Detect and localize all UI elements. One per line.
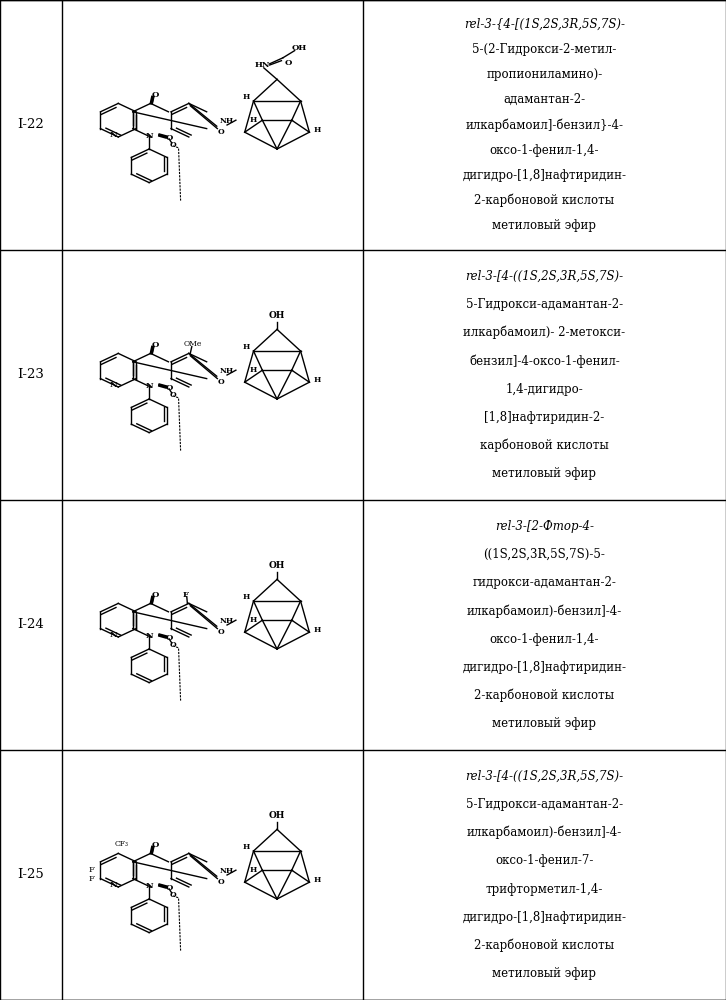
Text: пропиониламино)-: пропиониламино)- <box>486 68 603 81</box>
Text: N: N <box>110 131 118 139</box>
Text: O: O <box>218 128 224 136</box>
Text: метиловый эфир: метиловый эфир <box>492 219 597 232</box>
Text: оксо-1-фенил-1,4-: оксо-1-фенил-1,4- <box>490 144 599 157</box>
Text: N: N <box>145 632 153 640</box>
Text: OH: OH <box>291 44 306 52</box>
Text: CF₃: CF₃ <box>114 840 129 848</box>
Text: rel-3-[4-((1S,2S,3R,5S,7S)-: rel-3-[4-((1S,2S,3R,5S,7S)- <box>465 270 624 283</box>
Text: карбоновой кислоты: карбоновой кислоты <box>480 439 609 452</box>
Text: метиловый эфир: метиловый эфир <box>492 967 597 980</box>
Text: O: O <box>285 59 293 67</box>
Text: 2-карбоновой кислоты: 2-карбоновой кислоты <box>474 939 615 952</box>
Text: N: N <box>110 631 118 639</box>
Text: H: H <box>313 376 320 384</box>
Text: 5-(2-Гидрокси-2-метил-: 5-(2-Гидрокси-2-метил- <box>473 43 616 56</box>
Text: H: H <box>313 876 320 884</box>
Text: оксо-1-фенил-1,4-: оксо-1-фенил-1,4- <box>490 633 599 646</box>
Text: I-22: I-22 <box>17 118 44 131</box>
Text: HN: HN <box>255 61 270 69</box>
Text: N: N <box>145 882 153 890</box>
Text: 5-Гидрокси-адамантан-2-: 5-Гидрокси-адамантан-2- <box>466 798 623 811</box>
Text: F: F <box>89 875 94 883</box>
Text: H: H <box>250 866 257 874</box>
Text: N: N <box>145 132 153 140</box>
Text: O: O <box>169 891 176 899</box>
Text: I-23: I-23 <box>17 368 44 381</box>
Text: I-25: I-25 <box>17 868 44 882</box>
Text: трифторметил-1,4-: трифторметил-1,4- <box>486 883 603 896</box>
Text: гидрокси-адамантан-2-: гидрокси-адамантан-2- <box>473 576 616 589</box>
Text: метиловый эфир: метиловый эфир <box>492 717 597 730</box>
Text: дигидро-[1,8]нафтиридин-: дигидро-[1,8]нафтиридин- <box>462 911 627 924</box>
Text: NH: NH <box>220 617 234 625</box>
Text: H: H <box>242 843 250 851</box>
Text: OMe: OMe <box>184 340 203 348</box>
Text: F: F <box>89 866 94 874</box>
Text: N: N <box>110 381 118 389</box>
Text: rel-3-[2-Фтор-4-: rel-3-[2-Фтор-4- <box>495 520 594 533</box>
Text: N: N <box>110 881 118 889</box>
Text: rel-3-{4-[(1S,2S,3R,5S,7S)-: rel-3-{4-[(1S,2S,3R,5S,7S)- <box>464 18 625 31</box>
Text: илкарбамоил)-бензил]-4-: илкарбамоил)-бензил]-4- <box>467 826 622 839</box>
Text: O: O <box>218 378 224 386</box>
Text: H: H <box>242 343 250 351</box>
Text: 2-карбоновой кислоты: 2-карбоновой кислоты <box>474 194 615 207</box>
Text: метиловый эфир: метиловый эфир <box>492 467 597 480</box>
Text: H: H <box>313 126 320 134</box>
Text: O: O <box>151 341 159 349</box>
Text: NH: NH <box>220 367 234 375</box>
Text: N: N <box>145 382 153 390</box>
Text: H: H <box>250 366 257 374</box>
Text: I-24: I-24 <box>17 618 44 632</box>
Text: дигидро-[1,8]нафтиридин-: дигидро-[1,8]нафтиридин- <box>462 169 627 182</box>
Text: 2-карбоновой кислоты: 2-карбоновой кислоты <box>474 689 615 702</box>
Text: O: O <box>218 878 224 886</box>
Text: O: O <box>169 141 176 149</box>
Text: OH: OH <box>269 810 285 820</box>
Text: NH: NH <box>220 117 234 125</box>
Text: O: O <box>165 384 173 392</box>
Text: O: O <box>151 591 159 599</box>
Text: илкарбамоил]-бензил}-4-: илкарбамоил]-бензил}-4- <box>465 118 624 132</box>
Text: ((1S,2S,3R,5S,7S)-5-: ((1S,2S,3R,5S,7S)-5- <box>484 548 605 561</box>
Text: H: H <box>242 93 250 101</box>
Text: H: H <box>250 616 257 624</box>
Text: OH: OH <box>269 560 285 570</box>
Text: NH: NH <box>220 867 234 875</box>
Text: илкарбамоил)- 2-метокси-: илкарбамоил)- 2-метокси- <box>463 326 626 339</box>
Text: адамантан-2-: адамантан-2- <box>503 93 586 106</box>
Text: O: O <box>151 841 159 849</box>
Text: [1,8]нафтиридин-2-: [1,8]нафтиридин-2- <box>484 411 605 424</box>
Text: H: H <box>250 116 257 124</box>
Text: O: O <box>169 391 176 399</box>
Text: 5-Гидрокси-адамантан-2-: 5-Гидрокси-адамантан-2- <box>466 298 623 311</box>
Text: O: O <box>151 91 159 99</box>
Text: O: O <box>165 884 173 892</box>
Text: O: O <box>165 634 173 642</box>
Text: OH: OH <box>269 310 285 320</box>
Text: дигидро-[1,8]нафтиридин-: дигидро-[1,8]нафтиридин- <box>462 661 627 674</box>
Text: оксо-1-фенил-7-: оксо-1-фенил-7- <box>495 854 594 867</box>
Text: илкарбамоил)-бензил]-4-: илкарбамоил)-бензил]-4- <box>467 604 622 618</box>
Text: F: F <box>183 591 189 599</box>
Text: бензил]-4-оксо-1-фенил-: бензил]-4-оксо-1-фенил- <box>469 354 620 368</box>
Text: H: H <box>242 593 250 601</box>
Text: O: O <box>218 628 224 636</box>
Text: O: O <box>165 134 173 142</box>
Text: rel-3-[4-((1S,2S,3R,5S,7S)-: rel-3-[4-((1S,2S,3R,5S,7S)- <box>465 770 624 783</box>
Text: 1,4-дигидро-: 1,4-дигидро- <box>505 383 584 396</box>
Text: H: H <box>313 626 320 634</box>
Text: O: O <box>169 641 176 649</box>
